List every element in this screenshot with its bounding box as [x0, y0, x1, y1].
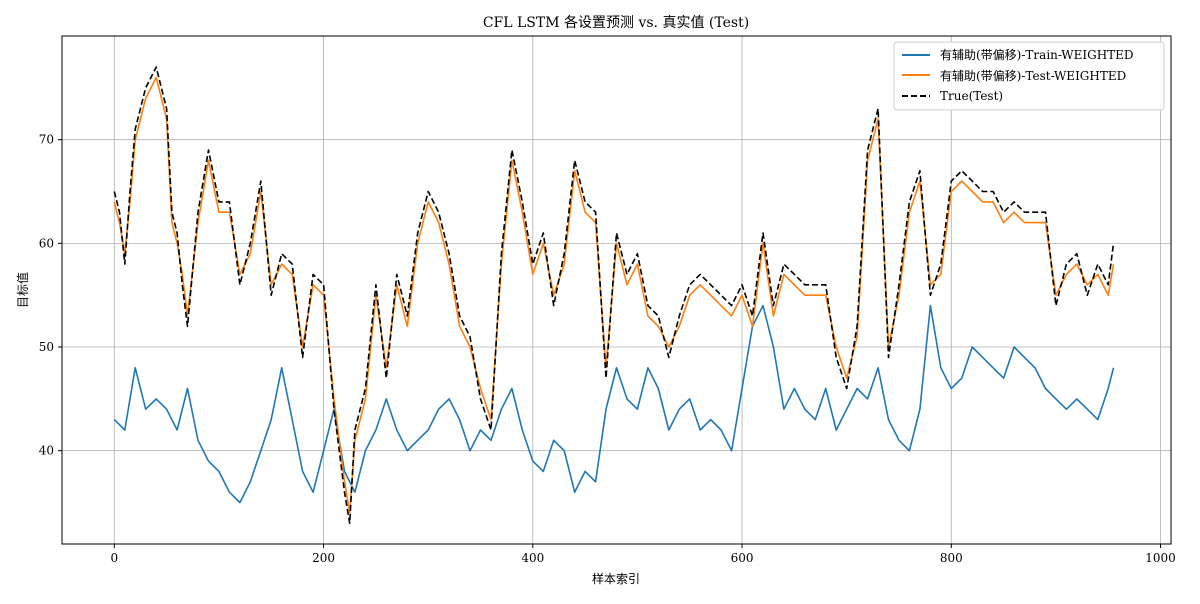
- plot-frame: [61, 35, 1172, 545]
- x-tick-label: 400: [521, 551, 544, 565]
- x-tick-label: 1000: [1145, 551, 1176, 565]
- y-tick-label: 60: [39, 236, 54, 250]
- y-tick-label: 50: [39, 340, 54, 354]
- ticks: 0 200 400 600 800 1000 40 50 60 70: [39, 133, 1176, 565]
- series-line-train: [113, 304, 1115, 504]
- y-tick-label: 70: [39, 133, 54, 147]
- y-axis-label: 目标值: [15, 272, 30, 308]
- legend-box: [893, 41, 1165, 111]
- legend-label-test: 有辅助(带偏移)-Test-WEIGHTED: [940, 68, 1126, 83]
- series-layer: [113, 66, 1115, 525]
- y-tick-label: 40: [39, 444, 54, 458]
- grid: [62, 36, 1171, 544]
- series-line-true: [113, 66, 1115, 525]
- x-tick-label: 0: [110, 551, 118, 565]
- legend-label-true: True(Test): [940, 89, 1003, 103]
- x-tick-label: 800: [940, 551, 963, 565]
- chart-title: CFL LSTM 各设置预测 vs. 真实值 (Test): [483, 15, 749, 31]
- legend-label-train: 有辅助(带偏移)-Train-WEIGHTED: [940, 47, 1134, 62]
- x-tick-label: 200: [312, 551, 335, 565]
- series-line-test: [113, 76, 1115, 514]
- x-tick-label: 600: [731, 551, 754, 565]
- legend: 有辅助(带偏移)-Train-WEIGHTED 有辅助(带偏移)-Test-WE…: [893, 41, 1165, 111]
- x-axis-label: 样本索引: [592, 571, 640, 586]
